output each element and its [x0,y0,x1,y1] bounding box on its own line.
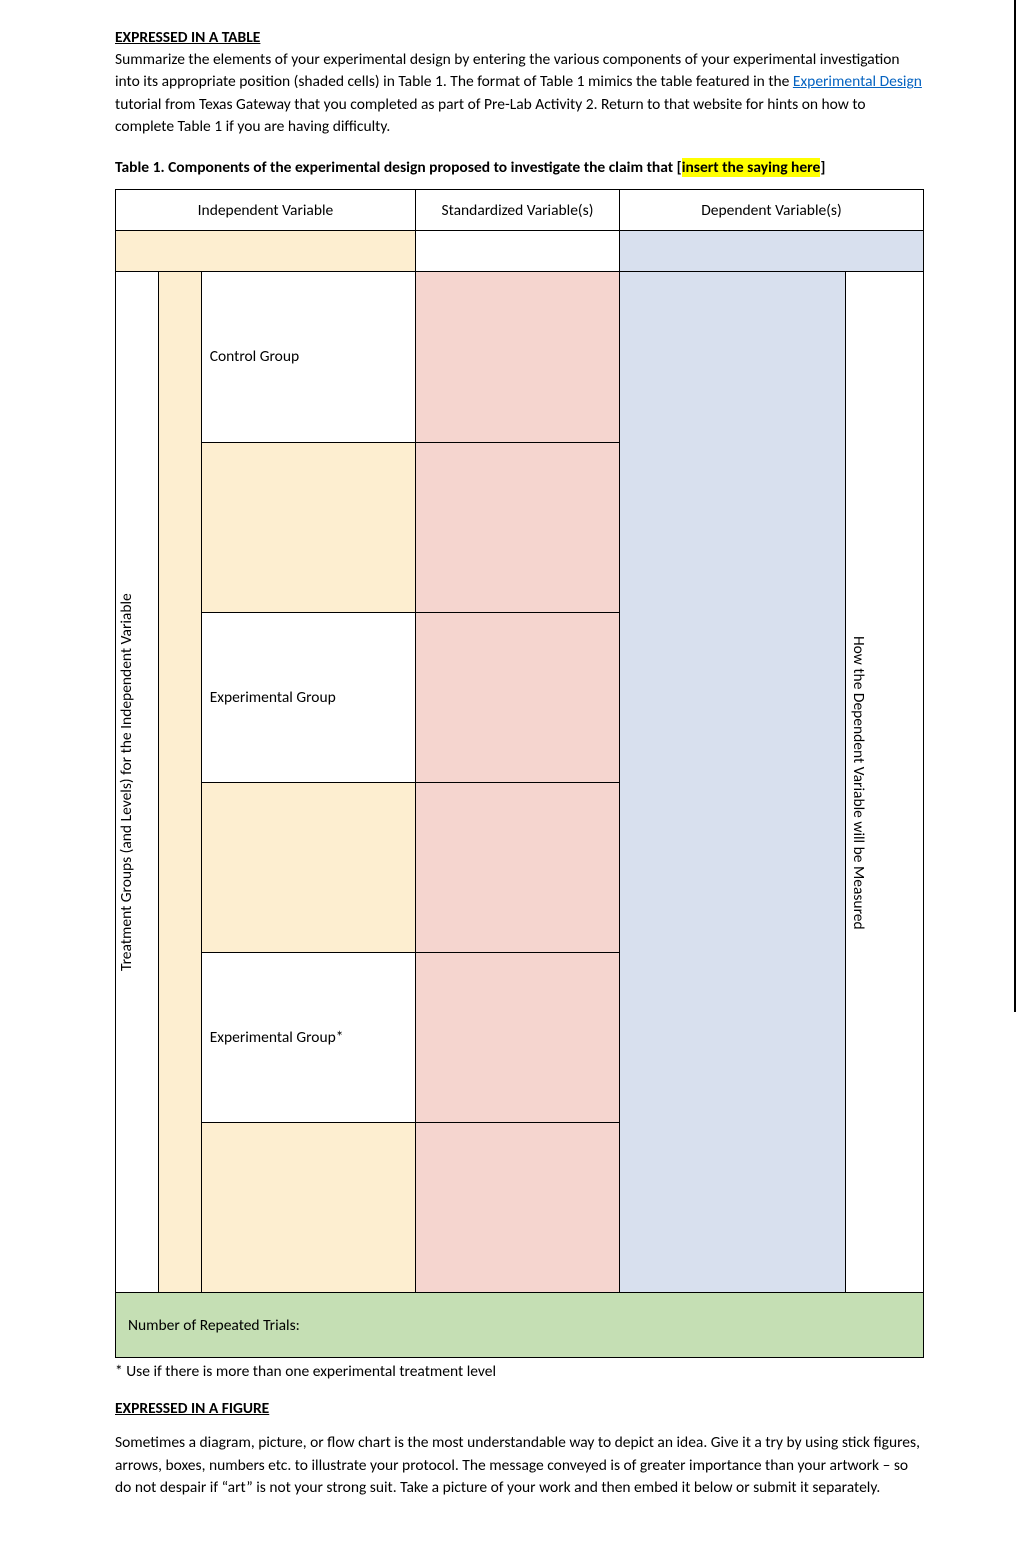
caption-prefix: Table 1. Components of the experimental … [115,158,682,177]
cell-exp1-level[interactable] [201,782,415,952]
header-dependent: Dependent Variable(s) [619,190,923,231]
cell-exp1-standardized-2[interactable] [415,782,619,952]
cell-exp2-standardized-2[interactable] [415,1123,619,1293]
row-repeated-trials[interactable]: Number of Repeated Trials: [116,1293,924,1358]
intro-text-before: Summarize the elements of your experimen… [115,50,900,91]
row-exp1-label: Experimental Group [201,612,415,782]
intro-text-after: tutorial from Texas Gateway that you com… [115,95,866,136]
right-vertical-label: How the Dependent Variable will be Measu… [846,272,869,1292]
intro-paragraph: Summarize the elements of your experimen… [115,49,924,139]
left-vertical-outer: Treatment Groups (and Levels) for the In… [116,272,159,1293]
document-page: EXPRESSED IN A TABLE Summarize the eleme… [0,0,1024,1558]
table-caption: Table 1. Components of the experimental … [115,157,924,179]
figure-paragraph: Sometimes a diagram, picture, or flow ch… [115,1432,924,1499]
header-standardized: Standardized Variable(s) [415,190,619,231]
left-vertical-inner [158,272,201,1293]
cell-exp1-standardized[interactable] [415,612,619,782]
section-heading-figure: EXPRESSED IN A FIGURE [115,1399,924,1418]
cell-dependent-value[interactable] [619,231,923,272]
row-exp2-label: Experimental Group* [201,952,415,1122]
cell-control-standardized-2[interactable] [415,442,619,612]
caption-highlight: insert the saying here [682,158,821,177]
left-vertical-label-outer: Treatment Groups (and Levels) for the In… [116,272,139,1292]
cell-standardized-spacer [415,231,619,272]
row-control-label: Control Group [201,272,415,442]
cell-control-standardized[interactable] [415,272,619,442]
cell-dependent-body[interactable] [619,272,845,1293]
cell-control-level[interactable] [201,442,415,612]
cell-exp2-standardized[interactable] [415,952,619,1122]
page-right-border [1014,0,1016,1012]
caption-suffix: ] [820,158,825,177]
cell-independent-value[interactable] [116,231,416,272]
cell-exp2-level[interactable] [201,1123,415,1293]
header-independent: Independent Variable [116,190,416,231]
right-vertical: How the Dependent Variable will be Measu… [846,272,924,1293]
table-footnote: * Use if there is more than one experime… [115,1362,924,1381]
section-heading-table: EXPRESSED IN A TABLE [115,28,924,47]
experimental-design-table: Independent Variable Standardized Variab… [115,189,924,1358]
experimental-design-link[interactable]: Experimental Design [793,72,922,91]
